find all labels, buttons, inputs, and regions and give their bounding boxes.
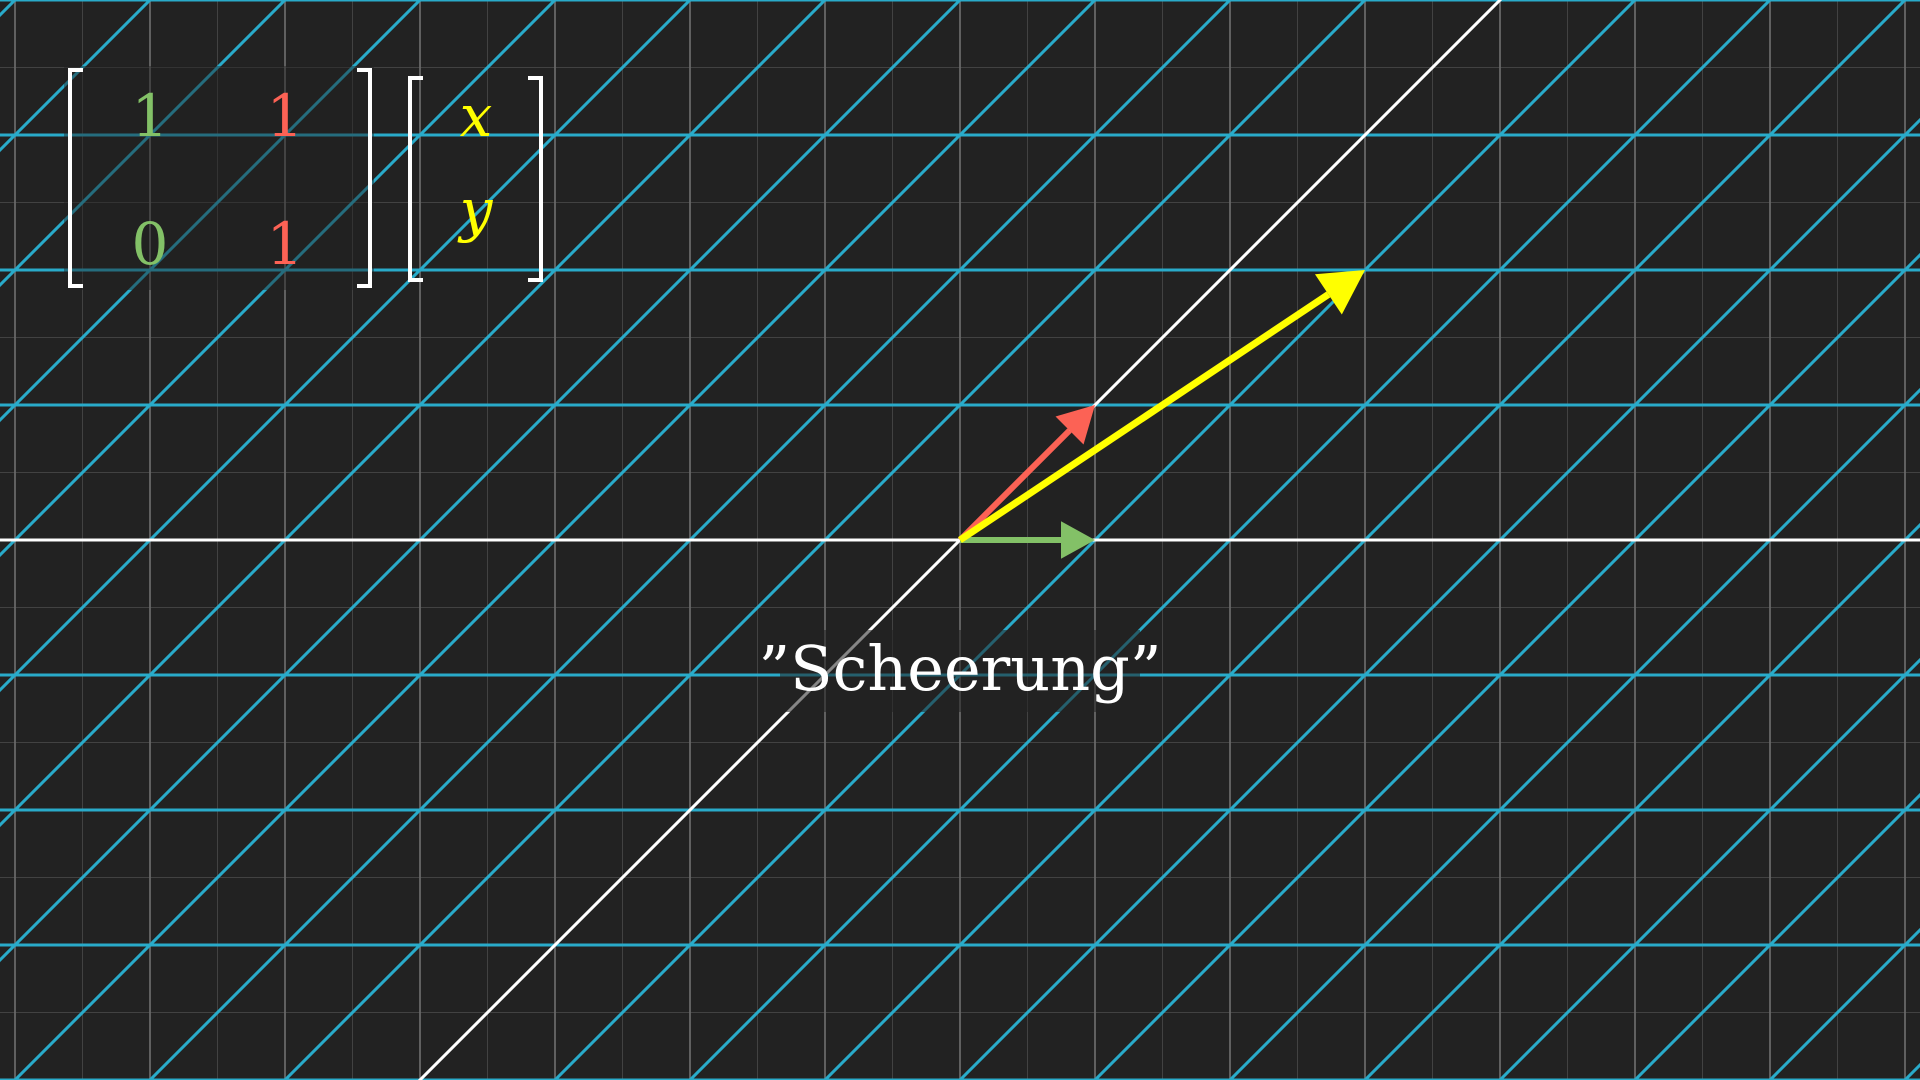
j-hat-arrow [957, 405, 1095, 543]
matrix-expression: 1 1 0 1 x y [64, 66, 543, 290]
caption-backdrop [780, 630, 1140, 712]
matrix-entry-r2c1: 0 [132, 210, 169, 278]
matrix-entry-r1c1: 1 [132, 82, 169, 150]
matrix-left-bracket [68, 68, 83, 288]
matrix-entry-r2c2: 1 [267, 210, 304, 278]
matrix-backdrop [64, 66, 374, 290]
result-vector-arrow [958, 270, 1365, 543]
result-vector-head [1314, 270, 1365, 315]
vector-right-bracket [528, 76, 543, 282]
caption: ”Scheerung” [758, 630, 1162, 712]
i-hat-arrow [960, 521, 1095, 559]
caption-text: ”Scheerung” [758, 632, 1161, 705]
vectors [957, 270, 1365, 559]
vector-entry-x: x [460, 82, 493, 150]
vector-entry-y: y [457, 176, 494, 244]
i-hat-head [1061, 521, 1095, 559]
vector-left-bracket [408, 76, 423, 282]
j-hat-head [1055, 405, 1095, 445]
matrix-right-bracket [357, 68, 372, 288]
result-vector-shaft [958, 291, 1331, 543]
j-hat-shaft [957, 428, 1072, 543]
matrix-entry-r1c2: 1 [267, 82, 304, 150]
